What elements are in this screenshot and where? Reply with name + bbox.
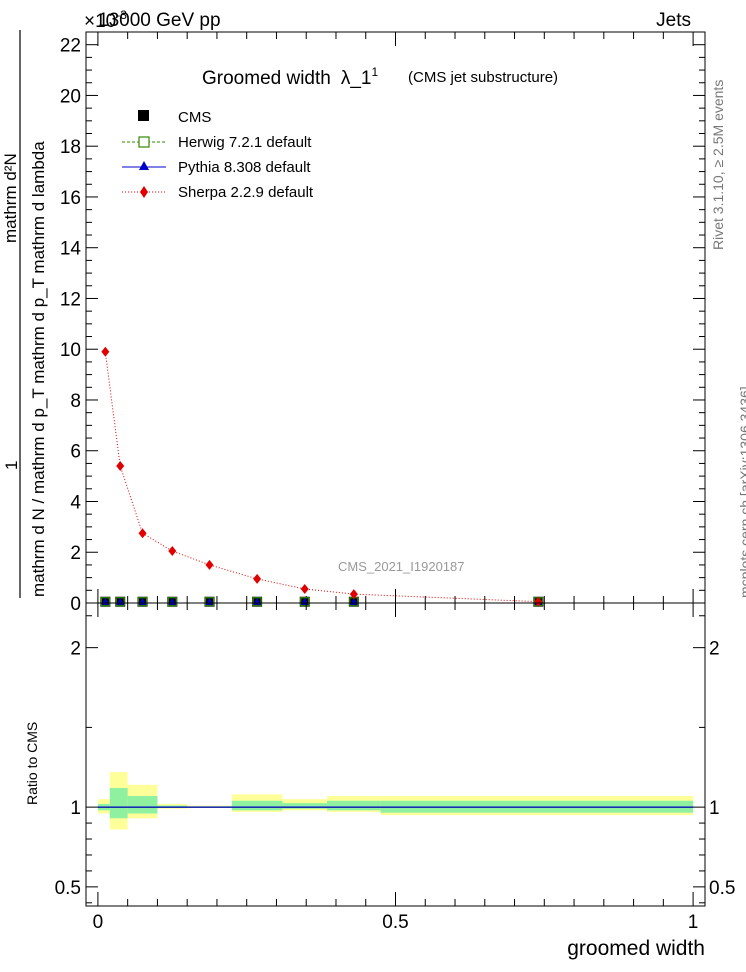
- sherpa-point: [349, 589, 358, 600]
- sherpa-line: [104, 351, 539, 603]
- ratio-y-tick-label-right: 0.5: [709, 878, 735, 899]
- sherpa-point: [300, 584, 309, 595]
- main-y-tick-label: 14: [60, 239, 82, 260]
- legend-marker-pythia: [139, 161, 149, 170]
- legend: CMS Herwig 7.2.1 default Pythia 8.308 de…: [122, 109, 314, 201]
- ratio-y-tick-label: 0.5: [55, 878, 81, 899]
- ratio-y-tick-label-right: 1: [709, 798, 720, 819]
- sherpa-point: [253, 573, 262, 584]
- main-y-tick-label: 10: [60, 340, 81, 361]
- exponent-label: ×10-3: [84, 8, 127, 32]
- main-y-label: mathrm d²N 1 mathrm d N / mathrm d p_T m…: [1, 30, 48, 598]
- legend-marker-cms: [138, 110, 149, 121]
- main-y-tick-label: 22: [60, 36, 81, 57]
- ratio-plot: 0.5 0.51 12 2 0 0.5 1 Ratio to CMS groomed wi…: [24, 602, 735, 960]
- main-y-tick-label: 18: [60, 137, 81, 158]
- main-y-tick-label: 20: [60, 86, 81, 107]
- legend-marker-sherpa: [140, 186, 148, 198]
- ylabel-numerator: mathrm d²N: [1, 153, 20, 243]
- ratio-band-green: [327, 800, 381, 811]
- main-y-tick-label: 12: [60, 289, 81, 310]
- ratio-x-ticks: 0 0.5 1: [93, 603, 699, 933]
- ratio-band-green: [231, 800, 283, 811]
- main-y-tick-label: 4: [70, 492, 81, 513]
- x-tick-label: 0.5: [382, 912, 408, 933]
- category-label: Jets: [656, 10, 691, 31]
- legend-label-pythia: Pythia 8.308 default: [178, 159, 311, 176]
- main-y-tick-label: 16: [60, 188, 81, 209]
- sherpa-point: [205, 559, 214, 570]
- sherpa-point: [534, 596, 543, 607]
- ylabel-denominator: mathrm d N / mathrm d p_T mathrm d p_T m…: [29, 141, 48, 597]
- ratio-y-tick-label-right: 2: [709, 639, 720, 660]
- plot-subtitle: (CMS jet substructure): [408, 69, 558, 86]
- ratio-y-label: Ratio to CMS: [24, 722, 40, 805]
- sherpa-point: [168, 545, 177, 556]
- energy-label: 13000 GeV pp: [98, 10, 221, 31]
- sherpa-point: [138, 528, 147, 539]
- ratio-band-green: [127, 795, 158, 814]
- x-axis-label: groomed width: [567, 937, 705, 960]
- legend-label-sherpa: Sherpa 2.2.9 default: [178, 184, 314, 201]
- ratio-y-ticks: 0.5 0.5 1 1 2 2: [55, 615, 735, 904]
- main-x-ticks: [97, 32, 694, 603]
- x-tick-label: 1: [688, 912, 699, 933]
- main-y-ticks: 0 2 4 6 8 10 12 14 16 18 20 22: [60, 31, 705, 615]
- rivet-label: Rivet 3.1.10, ≥ 2.5M events: [710, 80, 726, 250]
- sherpa-point: [101, 346, 110, 357]
- x-tick-label: 0: [93, 912, 104, 933]
- main-y-tick-label: 8: [70, 391, 81, 412]
- main-plot: 0 2 4 6 8 10 12 14 16 18 20 22 Groomed width λ_11 (C…: [60, 31, 706, 615]
- ratio-band-green: [282, 803, 328, 809]
- analysis-watermark: CMS_2021_I1920187: [338, 559, 465, 574]
- main-y-tick-label: 6: [70, 442, 81, 463]
- ratio-plot-frame: [85, 602, 706, 907]
- mcplots-label: mcplots.cern.ch [arXiv:1306.3436]: [737, 386, 746, 598]
- ratio-y-tick-label: 1: [70, 798, 81, 819]
- ratio-bands: [97, 772, 694, 830]
- main-y-tick-label: 0: [70, 594, 81, 615]
- main-data: [100, 346, 544, 607]
- main-y-tick-label: 2: [70, 543, 81, 564]
- plot-title: Groomed width λ_11: [202, 65, 378, 89]
- ratio-band-green: [109, 787, 128, 819]
- legend-label-herwig: Herwig 7.2.1 default: [178, 134, 312, 151]
- ylabel-one: 1: [2, 461, 21, 470]
- ratio-y-tick-label: 2: [70, 639, 81, 660]
- legend-marker-herwig: [138, 136, 150, 148]
- legend-label-cms: CMS: [178, 109, 211, 126]
- sherpa-point: [116, 460, 125, 471]
